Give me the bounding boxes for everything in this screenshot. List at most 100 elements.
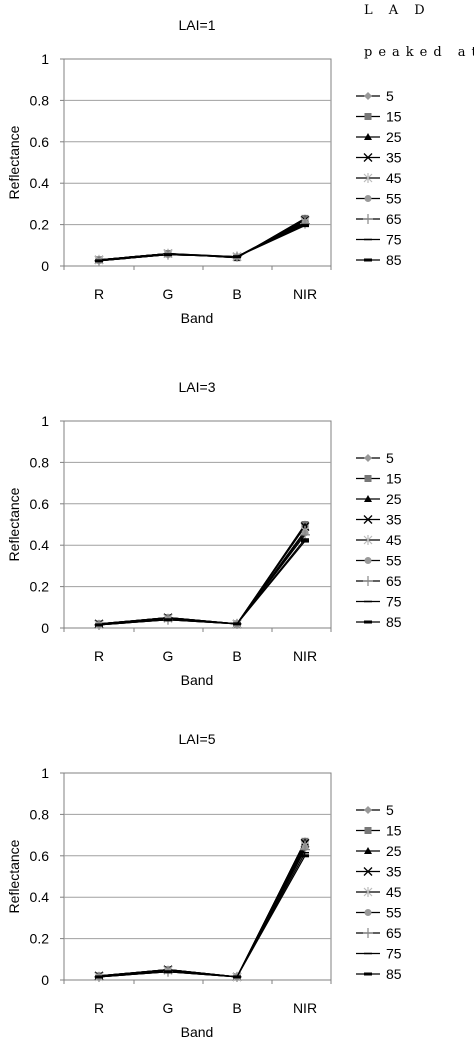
series-line-85: [98, 855, 306, 978]
data-point-85: [233, 622, 241, 626]
x-tick-label: B: [232, 286, 241, 302]
legend-label: 25: [386, 491, 402, 507]
y-tick-label: 0.2: [30, 579, 50, 595]
data-point-85: [301, 224, 309, 228]
legend-label: 75: [386, 232, 402, 248]
legend-label: 25: [386, 129, 402, 145]
data-point-85: [164, 618, 172, 622]
legend-marker-5: [364, 92, 372, 100]
legend-marker-85: [364, 620, 372, 624]
legend-label: 5: [386, 802, 394, 818]
x-tick-label: NIR: [293, 1000, 317, 1016]
legend-label: 85: [386, 252, 402, 268]
lad-header-line2: peaked at: [364, 45, 474, 60]
chart-title: LAI=1: [179, 17, 216, 33]
legend-label: 5: [386, 450, 394, 466]
chart-title: LAI=5: [179, 731, 216, 747]
legend-marker-55: [364, 195, 372, 202]
legend-marker-35: [363, 153, 373, 162]
data-point-85: [95, 975, 103, 979]
x-tick-label: R: [94, 648, 104, 664]
data-point-85: [301, 539, 309, 543]
legend-marker-5: [364, 454, 372, 462]
legend-label: 65: [386, 573, 402, 589]
x-tick-label: G: [163, 286, 174, 302]
data-point-85: [301, 854, 309, 858]
y-axis-label: Reflectance: [6, 839, 22, 913]
data-point-85: [233, 255, 241, 259]
legend-label: 65: [386, 211, 402, 227]
y-tick-label: 0: [41, 972, 49, 988]
legend-marker-85: [364, 972, 372, 976]
plot-area: [63, 772, 332, 981]
legend-label: 85: [386, 614, 402, 630]
y-tick-label: 0.4: [30, 175, 50, 191]
legend-label: 65: [386, 925, 402, 941]
legend-marker-15: [364, 113, 372, 120]
chart-panel-2: LAI=3 0 0.2 0.4 0.6 0.8 1 R G B NIR Band Reflectance…: [6, 379, 402, 688]
legend-marker-65: [363, 576, 373, 586]
chart-panel-3: LAI=5 0 0.2 0.4 0.6 0.8 1 R G B NIR Band Reflectance…: [6, 731, 402, 1040]
legend-label: 55: [386, 553, 402, 569]
legend-marker-25: [364, 495, 372, 502]
legend-marker-35: [363, 515, 373, 524]
plot-area: [63, 58, 332, 267]
legend: 5 15 25 35 45 55 65 75 85: [356, 88, 402, 268]
data-point-85: [233, 975, 241, 979]
legend-marker-55: [364, 557, 372, 564]
lad-header-line1: L A D: [364, 3, 431, 18]
legend-label: 15: [386, 471, 402, 487]
legend-label: 55: [386, 191, 402, 207]
y-tick-label: 0.4: [30, 889, 50, 905]
y-tick-label: 0: [41, 258, 49, 274]
legend-marker-35: [363, 867, 373, 876]
x-axis-label: Band: [181, 672, 214, 688]
series-line-85: [98, 540, 306, 626]
legend-marker-55: [364, 909, 372, 916]
x-axis-label: Band: [181, 1024, 214, 1040]
legend-marker-45: [363, 535, 373, 545]
y-tick-label: 0.8: [30, 454, 50, 470]
y-tick-label: 0.8: [30, 92, 50, 108]
legend-label: 85: [386, 966, 402, 982]
y-axis-label: Reflectance: [6, 125, 22, 199]
y-tick-label: 0.4: [30, 537, 50, 553]
legend-label: 75: [386, 946, 402, 962]
legend-marker-5: [364, 806, 372, 814]
series-line-85: [98, 225, 306, 262]
legend-marker-15: [364, 827, 372, 834]
chart-panel-1: LAI=1 0 0.2 0.4 0.6 0.8 1 R G B NIR Band Reflectance…: [6, 17, 402, 326]
y-tick-label: 1: [41, 413, 49, 429]
plot-area: [63, 420, 332, 629]
x-axis-label: Band: [181, 310, 214, 326]
legend-label: 35: [386, 864, 402, 880]
legend-marker-85: [364, 258, 372, 262]
y-tick-label: 0.6: [30, 848, 50, 864]
data-point-85: [164, 253, 172, 257]
legend-marker-25: [364, 847, 372, 854]
y-tick-label: 0.8: [30, 806, 50, 822]
legend-marker-65: [363, 214, 373, 224]
data-point-85: [164, 970, 172, 974]
chart-title: LAI=3: [179, 379, 216, 395]
legend-label: 15: [386, 109, 402, 125]
data-point-85: [95, 259, 103, 263]
x-tick-label: B: [232, 1000, 241, 1016]
y-tick-label: 0.2: [30, 217, 50, 233]
legend-label: 35: [386, 512, 402, 528]
legend: 5 15 25 35 45 55 65 75 85: [356, 802, 402, 982]
legend-label: 45: [386, 170, 402, 186]
legend-label: 25: [386, 843, 402, 859]
y-tick-label: 1: [41, 765, 49, 781]
legend-marker-15: [364, 475, 372, 482]
y-axis-label: Reflectance: [6, 487, 22, 561]
y-tick-label: 1: [41, 51, 49, 67]
data-point-85: [95, 623, 103, 627]
legend-marker-25: [364, 133, 372, 140]
legend-label: 55: [386, 905, 402, 921]
x-tick-label: R: [94, 1000, 104, 1016]
y-tick-label: 0.2: [30, 931, 50, 947]
x-tick-label: NIR: [293, 648, 317, 664]
legend-label: 45: [386, 884, 402, 900]
